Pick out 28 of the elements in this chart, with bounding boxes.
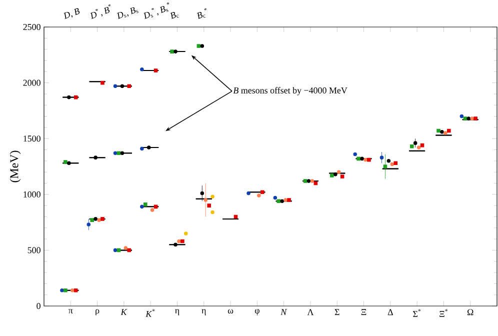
x-tick-label: φ — [254, 309, 260, 316]
x-tick-label: ρ — [96, 309, 100, 316]
x-tick-label: Ω — [467, 309, 474, 316]
x-tick-label: Σ — [334, 309, 340, 316]
text: D, B — [64, 8, 80, 19]
text: B$_{c}$ — [170, 12, 180, 19]
x-tick-label: K$^{*}$ — [146, 309, 155, 317]
x-tick-label: η — [175, 309, 180, 316]
y-axis-title: (MeV) — [10, 150, 21, 182]
x-tick-label: Δ — [388, 309, 393, 316]
y-tick-label: 2500 — [23, 24, 40, 30]
x-tick-label: Λ — [307, 309, 314, 316]
text: D$^{*}$, B$^{*}$ — [90, 4, 111, 19]
x-tick-label: π — [68, 309, 73, 314]
x-tick-label: K — [120, 309, 128, 316]
x-tick-label: η — [202, 309, 206, 316]
y-tick-label: 2000 — [23, 80, 40, 86]
x-tick-label: Σ$^{*}$ — [413, 309, 421, 317]
y-tick-label: 1500 — [24, 136, 40, 142]
y-tick-label: 500 — [28, 247, 40, 254]
x-tick-label: ω — [228, 309, 234, 314]
x-tick-label: Ξ$^{*}$ — [440, 309, 448, 317]
text: D$_{s}$, B$_{s}$ — [116, 7, 138, 19]
x-tick-label: N — [280, 309, 288, 316]
y-tick-label: 1000 — [24, 191, 40, 198]
y-tick-label: 0 — [36, 302, 40, 310]
annotation: B mesons offset by −4000 MeV — [233, 87, 348, 96]
x-tick-label: Ξ — [361, 309, 366, 316]
